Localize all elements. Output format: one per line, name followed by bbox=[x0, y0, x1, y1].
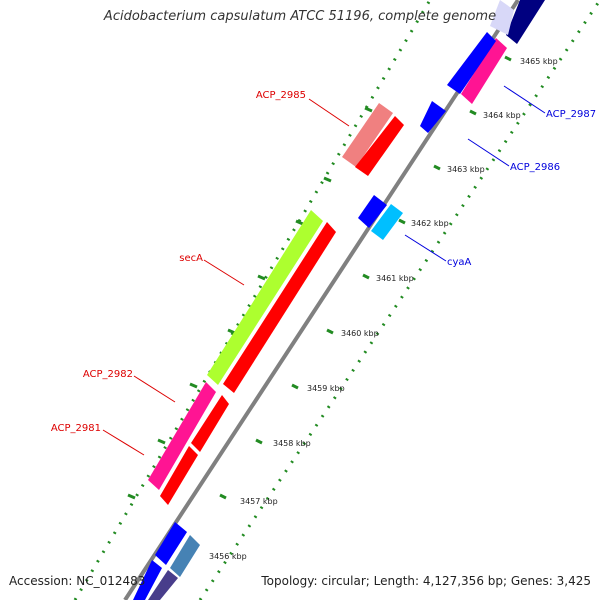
leader-acp-2986 bbox=[467, 138, 510, 167]
label-acp-2987: ACP_2987 bbox=[546, 109, 596, 120]
tick-mark-3462 bbox=[398, 218, 406, 225]
cds-seca bbox=[223, 222, 336, 393]
leader-seca bbox=[203, 259, 245, 286]
leader-acp-2981 bbox=[102, 429, 145, 456]
tick-label: 3464 kbp bbox=[483, 111, 521, 120]
left-tick-track bbox=[73, 0, 432, 600]
gene-navy-top bbox=[506, 0, 545, 44]
left-track-major-ticks bbox=[127, 106, 373, 500]
right-track-major-ticks bbox=[184, 55, 512, 555]
label-acp-2981: ACP_2981 bbox=[51, 423, 101, 434]
tick-mark-3460 bbox=[326, 328, 334, 335]
cds-acp-2985 bbox=[355, 116, 404, 176]
gene-labels: ACP_2985 secA ACP_2982 ACP_2981 ACP_2987… bbox=[51, 90, 596, 434]
tick-label: 3457 kbp bbox=[240, 497, 278, 506]
leader-acp-2985 bbox=[308, 98, 350, 127]
reverse-genes bbox=[358, 0, 545, 240]
cds-acp-2982 bbox=[191, 395, 229, 452]
cds-cyaa bbox=[358, 195, 387, 228]
gene-blue-lower-2 bbox=[133, 560, 162, 600]
cds-acp-2987 bbox=[447, 32, 496, 94]
gene-acp-2985 bbox=[342, 103, 393, 167]
gene-acp-2982 bbox=[148, 382, 216, 490]
tick-label: 3456 kbp bbox=[209, 552, 247, 561]
genome-backbone bbox=[123, 0, 520, 600]
tick-label: 3462 kbp bbox=[411, 219, 449, 228]
leader-acp-2987 bbox=[503, 85, 546, 114]
accession-text: Accession: NC_012483 bbox=[9, 574, 146, 588]
gene-slateblue-lower bbox=[148, 570, 178, 600]
scale-tick-labels: 3465 kbp 3464 kbp 3463 kbp 3462 kbp 3461… bbox=[209, 57, 558, 561]
label-seca: secA bbox=[179, 253, 203, 264]
tick-mark-3461 bbox=[362, 273, 370, 280]
tick-label: 3460 kbp bbox=[341, 329, 379, 338]
tick-label: 3458 kbp bbox=[273, 439, 311, 448]
label-acp-2982: ACP_2982 bbox=[83, 369, 133, 380]
tick-mark-3457 bbox=[219, 493, 227, 500]
gene-acp-2987 bbox=[461, 38, 507, 104]
genome-summary-text: Topology: circular; Length: 4,127,356 bp… bbox=[261, 574, 591, 588]
tick-label: 3465 kbp bbox=[520, 57, 558, 66]
leader-acp-2982 bbox=[133, 375, 176, 403]
label-acp-2985: ACP_2985 bbox=[256, 90, 306, 101]
tick-mark-3465 bbox=[504, 55, 512, 62]
tick-label: 3461 kbp bbox=[376, 274, 414, 283]
label-acp-2986: ACP_2986 bbox=[510, 162, 560, 173]
leader-cyaa bbox=[404, 234, 447, 262]
cds-acp-2981 bbox=[160, 446, 198, 505]
tick-mark-3458 bbox=[255, 438, 263, 445]
tick-label: 3463 kbp bbox=[447, 165, 485, 174]
map-title: Acidobacterium capsulatum ATCC 51196, co… bbox=[103, 9, 497, 24]
tick-mark-3459 bbox=[291, 383, 299, 390]
tick-mark-3464 bbox=[469, 109, 477, 116]
tick-mark-3463 bbox=[433, 164, 441, 171]
gene-seca bbox=[207, 210, 323, 385]
gene-blue-lower-1 bbox=[155, 522, 187, 565]
gene-lavender-top bbox=[490, 0, 514, 35]
tick-label: 3459 kbp bbox=[307, 384, 345, 393]
label-leaders bbox=[102, 85, 546, 456]
cds-acp-2986 bbox=[420, 101, 446, 133]
label-cyaa: cyaA bbox=[447, 257, 472, 268]
gene-cyaa bbox=[371, 204, 403, 240]
forward-genes bbox=[133, 103, 404, 600]
gene-steelblue-lower bbox=[170, 535, 200, 577]
